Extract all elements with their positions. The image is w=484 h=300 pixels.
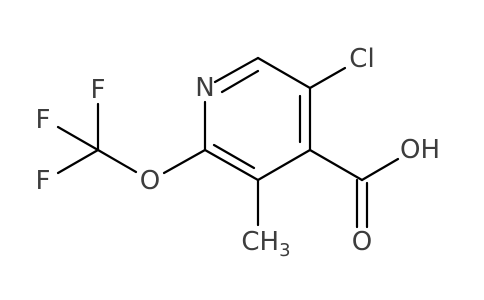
atom-label: Cl — [349, 44, 374, 74]
bond — [256, 148, 312, 182]
bond — [220, 69, 260, 94]
bond — [308, 66, 347, 90]
bond — [203, 148, 260, 182]
atom-label: F — [36, 166, 51, 196]
bond — [96, 148, 138, 174]
atom-label: N — [195, 73, 214, 103]
bond — [162, 148, 207, 175]
atom-label: F — [36, 105, 51, 135]
bond — [308, 148, 364, 182]
bond — [360, 157, 400, 182]
atom-label: CH3 — [241, 227, 290, 261]
methyl-subscript: 3 — [279, 240, 290, 261]
atom-labels: N Cl OH O O F F F CH3 — [36, 44, 440, 261]
bond — [213, 56, 260, 84]
bond — [56, 125, 100, 152]
bonds — [56, 56, 400, 229]
atom-label: OH — [400, 135, 440, 165]
atom-label: O — [140, 166, 160, 196]
bond — [256, 56, 312, 90]
methyl-label: CH — [241, 227, 279, 257]
bond — [212, 143, 256, 170]
bond — [56, 148, 100, 175]
atom-label: F — [91, 75, 106, 105]
atom-label: O — [352, 227, 372, 257]
